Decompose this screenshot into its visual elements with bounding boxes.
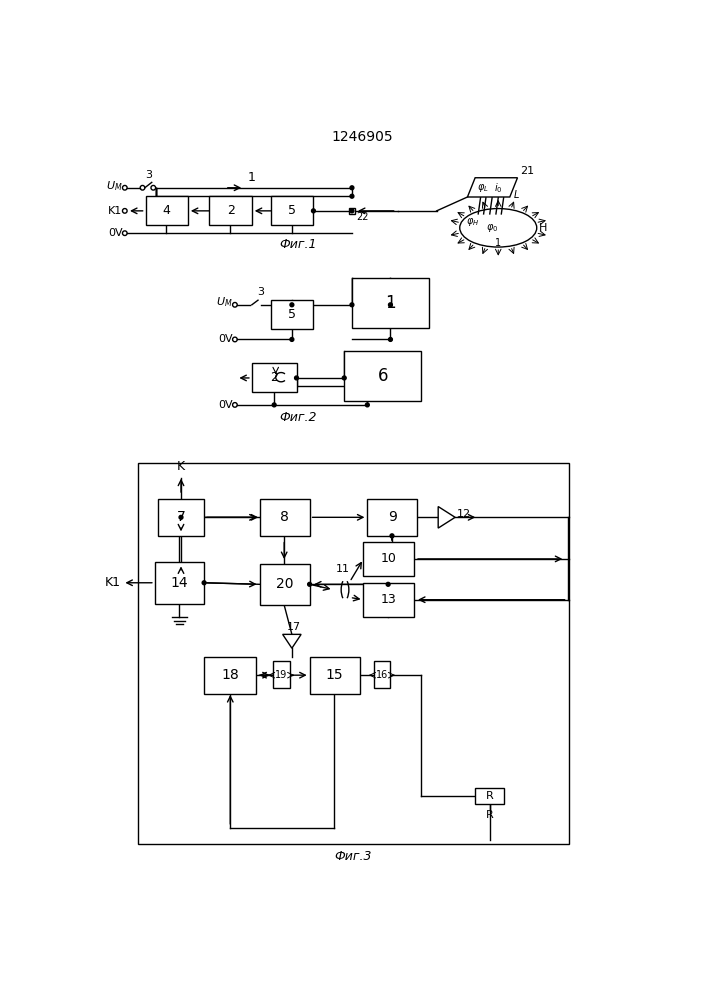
Text: Фиг.3: Фиг.3 xyxy=(334,850,372,863)
Text: 2: 2 xyxy=(270,371,278,384)
Text: 19: 19 xyxy=(275,670,287,680)
Text: 3: 3 xyxy=(145,170,152,180)
Text: 14: 14 xyxy=(170,576,188,590)
Text: 17: 17 xyxy=(286,622,300,632)
Bar xyxy=(138,463,569,844)
Text: $\varphi_H$: $\varphi_H$ xyxy=(467,216,480,228)
Bar xyxy=(155,562,204,604)
Text: $\varphi_L$: $\varphi_L$ xyxy=(477,182,489,194)
Bar xyxy=(363,542,414,576)
Circle shape xyxy=(342,376,346,380)
Text: 11: 11 xyxy=(336,564,350,574)
Circle shape xyxy=(389,303,392,307)
Circle shape xyxy=(290,338,294,341)
Text: R: R xyxy=(486,810,493,820)
Bar xyxy=(475,788,504,804)
Bar xyxy=(204,657,257,694)
Bar xyxy=(310,657,360,694)
Text: 20: 20 xyxy=(276,577,293,591)
Text: 4: 4 xyxy=(163,204,170,217)
Text: H: H xyxy=(539,223,547,233)
Bar xyxy=(252,363,296,392)
Circle shape xyxy=(295,376,298,380)
Text: Фиг.1: Фиг.1 xyxy=(279,238,317,251)
Circle shape xyxy=(366,403,369,407)
Bar xyxy=(271,196,313,225)
Text: 22: 22 xyxy=(356,212,369,222)
Bar xyxy=(344,351,421,401)
Text: $U_M$: $U_M$ xyxy=(216,296,233,309)
Circle shape xyxy=(272,403,276,407)
Text: 3: 3 xyxy=(257,287,264,297)
Text: $L$: $L$ xyxy=(513,188,520,200)
Bar xyxy=(273,661,290,688)
Circle shape xyxy=(202,581,206,585)
Bar xyxy=(259,499,310,536)
Text: 7: 7 xyxy=(177,510,185,524)
Text: 18: 18 xyxy=(221,668,239,682)
Text: 0V: 0V xyxy=(218,400,233,410)
Text: 0V: 0V xyxy=(218,334,233,344)
Circle shape xyxy=(312,209,315,213)
Text: 5: 5 xyxy=(288,204,296,217)
Text: 9: 9 xyxy=(388,510,397,524)
Text: 2: 2 xyxy=(227,204,235,217)
Circle shape xyxy=(386,582,390,586)
Bar xyxy=(349,208,355,214)
Text: $U_M$: $U_M$ xyxy=(106,179,122,193)
Text: Фиг.2: Фиг.2 xyxy=(279,411,317,424)
Circle shape xyxy=(350,194,354,198)
Bar xyxy=(209,196,252,225)
Text: 13: 13 xyxy=(380,593,397,606)
Bar xyxy=(352,278,429,328)
Text: K1: K1 xyxy=(105,576,121,589)
Text: $i_0$: $i_0$ xyxy=(494,181,503,195)
Polygon shape xyxy=(438,507,455,528)
Text: 21: 21 xyxy=(520,166,534,176)
Text: 10: 10 xyxy=(380,552,397,565)
Circle shape xyxy=(390,534,394,538)
Text: 8: 8 xyxy=(280,510,289,524)
Bar xyxy=(368,499,417,536)
Bar xyxy=(146,196,188,225)
Text: 15: 15 xyxy=(326,668,344,682)
Text: $\varphi_0$: $\varphi_0$ xyxy=(486,222,498,234)
Bar xyxy=(271,300,313,329)
Text: 1: 1 xyxy=(385,294,396,312)
Circle shape xyxy=(179,515,183,519)
Polygon shape xyxy=(283,634,301,648)
Text: 1: 1 xyxy=(248,171,256,184)
Circle shape xyxy=(350,209,354,213)
Circle shape xyxy=(350,186,354,190)
Text: 0V: 0V xyxy=(108,228,122,238)
Text: 5: 5 xyxy=(288,308,296,321)
Bar xyxy=(259,564,310,605)
Text: K: K xyxy=(177,460,185,473)
Bar xyxy=(373,661,390,688)
Circle shape xyxy=(389,338,392,341)
Bar xyxy=(363,583,414,617)
Bar xyxy=(158,499,204,536)
Text: 6: 6 xyxy=(378,367,388,385)
Circle shape xyxy=(308,582,312,586)
Text: 1: 1 xyxy=(495,238,501,248)
Text: K1: K1 xyxy=(108,206,122,216)
Polygon shape xyxy=(467,178,518,197)
Text: 1246905: 1246905 xyxy=(331,130,393,144)
Text: R: R xyxy=(486,791,493,801)
Circle shape xyxy=(290,303,294,307)
Text: 12: 12 xyxy=(457,509,471,519)
Circle shape xyxy=(350,303,354,307)
Text: 16: 16 xyxy=(376,670,388,680)
